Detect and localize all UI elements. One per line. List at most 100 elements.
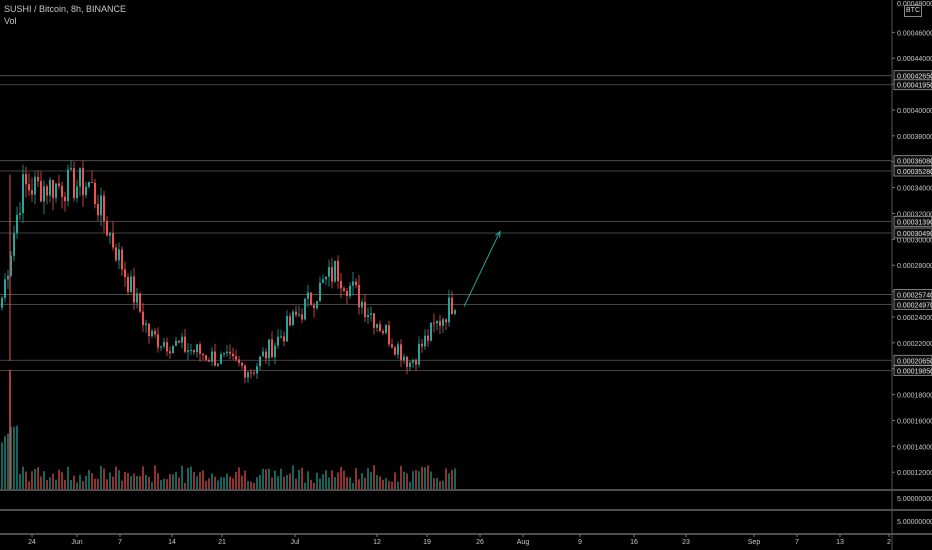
volume-bar [304, 482, 306, 489]
price-tick-label: 0.00016000 [897, 418, 932, 425]
volume-bar [448, 473, 450, 489]
candle-body [133, 276, 135, 303]
volume-bar [241, 475, 243, 489]
volume-bar [130, 475, 132, 489]
volume-bar [202, 470, 204, 489]
volume-bar [142, 466, 144, 489]
candle-body [40, 181, 42, 202]
currency-badge[interactable]: BTC [904, 5, 922, 17]
volume-bar [106, 479, 108, 489]
candle-body [352, 281, 354, 286]
candle-body [283, 336, 285, 342]
volume-axis-label: 5.00000000 [897, 519, 932, 526]
volume-bar [370, 472, 372, 489]
volume-bar [295, 478, 297, 489]
volume-bar [406, 473, 408, 489]
candle-body [358, 285, 360, 308]
volume-bar [442, 480, 444, 489]
volume-bar [250, 481, 252, 489]
volume-bar [118, 470, 120, 489]
volume-bar [34, 468, 36, 489]
candle-body [376, 324, 378, 328]
level-label-box [893, 215, 932, 227]
volume-bar [403, 471, 405, 489]
candle-body [214, 351, 216, 366]
candle-body [10, 255, 12, 276]
candle-body [127, 276, 129, 293]
volume-bar [31, 471, 33, 489]
candle-body [4, 279, 6, 298]
candle-body [370, 313, 372, 315]
volume-bar [37, 467, 39, 489]
time-tick-label: 13 [836, 539, 844, 546]
candle-body [130, 276, 132, 293]
candle-body [7, 275, 9, 280]
candle-body [82, 168, 84, 196]
candle-body [298, 314, 300, 316]
volume-bar [133, 473, 135, 489]
candle-body [391, 344, 393, 348]
projection-arrow[interactable] [463, 230, 501, 307]
volume-bar [343, 470, 345, 489]
candle-body [331, 267, 333, 282]
volume-bar [229, 476, 231, 489]
volume-bar [430, 471, 432, 489]
volume-bar [9, 370, 11, 489]
volume-bar [253, 482, 255, 489]
candle-body [148, 323, 150, 337]
volume-bar [454, 468, 456, 489]
candle-body [181, 336, 183, 343]
candle-body [262, 351, 264, 357]
candle-body [400, 344, 402, 361]
price-tick-label: 0.00040000 [897, 108, 932, 115]
volume-bar [214, 476, 216, 489]
candle-body [301, 314, 303, 320]
volume-bar [70, 480, 72, 489]
candle-body [46, 186, 48, 196]
symbol-title[interactable]: SUSHI / Bitcoin, 8h, BINANCE [4, 4, 127, 14]
level-label-box [893, 227, 932, 239]
candle-body [229, 351, 231, 354]
volume-bar [244, 470, 246, 489]
candle-body [163, 342, 165, 347]
candle-body [31, 190, 33, 195]
level-label: 0.00025740 [897, 292, 932, 299]
candle-body [232, 353, 234, 357]
price-axis[interactable]: 0.000460000.000440000.000420000.00040000… [891, 0, 932, 550]
time-tick-label: Jul [291, 539, 300, 546]
candle-body [238, 359, 240, 363]
volume-bar [13, 426, 15, 489]
candle-body [58, 183, 60, 186]
candle-body [124, 269, 126, 277]
candle-body [217, 363, 219, 366]
volume-bar [451, 469, 453, 489]
volume-bar [439, 481, 441, 489]
time-tick-label: 24 [28, 539, 36, 546]
volume-legend[interactable]: Vol [4, 16, 17, 26]
volume-bar [322, 474, 324, 489]
time-tick-label: 2 [887, 539, 891, 546]
volume-bar [172, 474, 174, 489]
volume-bar [19, 474, 21, 489]
volume-bar [292, 465, 294, 489]
volume-bar [139, 476, 141, 489]
time-tick-label: 7 [118, 539, 122, 546]
volume-bar [196, 476, 198, 489]
price-tick-label: 0.00032000 [897, 211, 932, 218]
time-tick-label: 12 [373, 539, 381, 546]
volume-bar [400, 465, 402, 489]
volume-bar [277, 476, 279, 489]
volume-bar [232, 478, 234, 489]
volume-bar [61, 472, 63, 489]
volume-bar [55, 479, 57, 489]
candle-body [367, 314, 369, 318]
time-axis[interactable]: 24 Jun 7 14 21 Jul 12 19 26 Aug 9 16 23 Sep 7 13 2 [28, 534, 891, 546]
volume-bar [190, 466, 192, 489]
candle-body [382, 330, 384, 334]
candle-body [103, 195, 105, 222]
candle-body [409, 362, 411, 367]
volume-bar [40, 476, 42, 489]
volume-bar [310, 479, 312, 489]
volume-bars [1, 370, 456, 489]
